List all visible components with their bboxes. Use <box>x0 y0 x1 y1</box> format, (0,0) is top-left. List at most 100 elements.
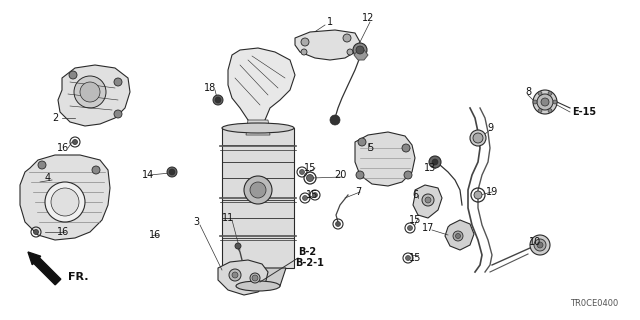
Circle shape <box>244 176 272 204</box>
Circle shape <box>250 182 266 198</box>
Polygon shape <box>20 155 110 240</box>
Polygon shape <box>355 132 415 186</box>
Circle shape <box>335 221 340 227</box>
Circle shape <box>548 109 552 113</box>
Text: 8: 8 <box>525 87 531 97</box>
Text: E-15: E-15 <box>572 107 596 117</box>
Polygon shape <box>295 30 360 60</box>
Text: 18: 18 <box>204 83 216 93</box>
Text: FR.: FR. <box>68 272 88 282</box>
Circle shape <box>538 109 542 113</box>
Polygon shape <box>218 260 268 295</box>
Polygon shape <box>228 48 295 128</box>
Text: 16: 16 <box>57 143 69 153</box>
Circle shape <box>252 275 258 281</box>
Text: 15: 15 <box>409 215 421 225</box>
Circle shape <box>473 133 483 143</box>
Circle shape <box>402 144 410 152</box>
Circle shape <box>425 197 431 203</box>
Circle shape <box>408 226 413 230</box>
Text: 3: 3 <box>193 217 199 227</box>
Circle shape <box>538 91 542 95</box>
Circle shape <box>213 95 223 105</box>
Circle shape <box>45 182 85 222</box>
Text: 13: 13 <box>424 163 436 173</box>
Text: 6: 6 <box>412 190 418 200</box>
Text: B-2-1: B-2-1 <box>295 258 324 268</box>
Circle shape <box>474 191 482 199</box>
Polygon shape <box>222 128 294 268</box>
Circle shape <box>215 97 221 103</box>
Circle shape <box>303 196 307 201</box>
Circle shape <box>533 90 557 114</box>
Circle shape <box>307 174 314 181</box>
Circle shape <box>548 91 552 95</box>
Circle shape <box>51 188 79 216</box>
Text: 19: 19 <box>486 187 498 197</box>
Circle shape <box>69 71 77 79</box>
Circle shape <box>358 138 366 146</box>
Circle shape <box>312 193 317 197</box>
Text: 9: 9 <box>487 123 493 133</box>
Circle shape <box>114 110 122 118</box>
Text: 5: 5 <box>367 143 373 153</box>
Text: 17: 17 <box>422 223 434 233</box>
Circle shape <box>432 159 438 165</box>
Polygon shape <box>354 50 368 60</box>
Circle shape <box>356 46 364 54</box>
Circle shape <box>301 49 307 55</box>
Circle shape <box>530 235 550 255</box>
Circle shape <box>541 98 549 106</box>
Circle shape <box>537 242 543 248</box>
Circle shape <box>453 231 463 241</box>
Circle shape <box>456 234 461 238</box>
Circle shape <box>250 273 260 283</box>
Circle shape <box>167 167 177 177</box>
Ellipse shape <box>222 123 294 133</box>
Circle shape <box>553 100 557 104</box>
Text: 15: 15 <box>304 163 316 173</box>
Text: 10: 10 <box>529 237 541 247</box>
Text: TR0CE0400: TR0CE0400 <box>570 299 618 308</box>
Circle shape <box>343 34 351 42</box>
Polygon shape <box>246 120 270 135</box>
Circle shape <box>537 94 553 110</box>
Circle shape <box>235 243 241 249</box>
Circle shape <box>38 161 46 169</box>
Polygon shape <box>413 185 442 218</box>
Polygon shape <box>230 268 286 286</box>
Text: 4: 4 <box>45 173 51 183</box>
Text: 14: 14 <box>142 170 154 180</box>
Text: 2: 2 <box>52 113 58 123</box>
Circle shape <box>470 130 486 146</box>
Text: B-2: B-2 <box>298 247 316 257</box>
Circle shape <box>534 239 546 251</box>
Circle shape <box>229 269 241 281</box>
Circle shape <box>232 272 238 278</box>
Circle shape <box>301 38 309 46</box>
Circle shape <box>74 76 106 108</box>
Circle shape <box>114 78 122 86</box>
Circle shape <box>429 156 441 168</box>
Circle shape <box>347 49 353 55</box>
Circle shape <box>533 100 537 104</box>
Text: 16: 16 <box>149 230 161 240</box>
Ellipse shape <box>236 281 280 291</box>
Polygon shape <box>58 65 130 126</box>
Circle shape <box>33 229 38 235</box>
Circle shape <box>169 169 175 175</box>
Circle shape <box>404 171 412 179</box>
Circle shape <box>330 115 340 125</box>
Text: 12: 12 <box>362 13 374 23</box>
Text: 15: 15 <box>306 190 318 200</box>
Circle shape <box>422 194 434 206</box>
Circle shape <box>300 170 305 174</box>
Circle shape <box>80 82 100 102</box>
Circle shape <box>356 171 364 179</box>
FancyArrow shape <box>28 252 61 285</box>
Text: 16: 16 <box>57 227 69 237</box>
Text: 1: 1 <box>327 17 333 27</box>
Circle shape <box>72 140 77 145</box>
Text: 11: 11 <box>222 213 234 223</box>
Circle shape <box>92 166 100 174</box>
